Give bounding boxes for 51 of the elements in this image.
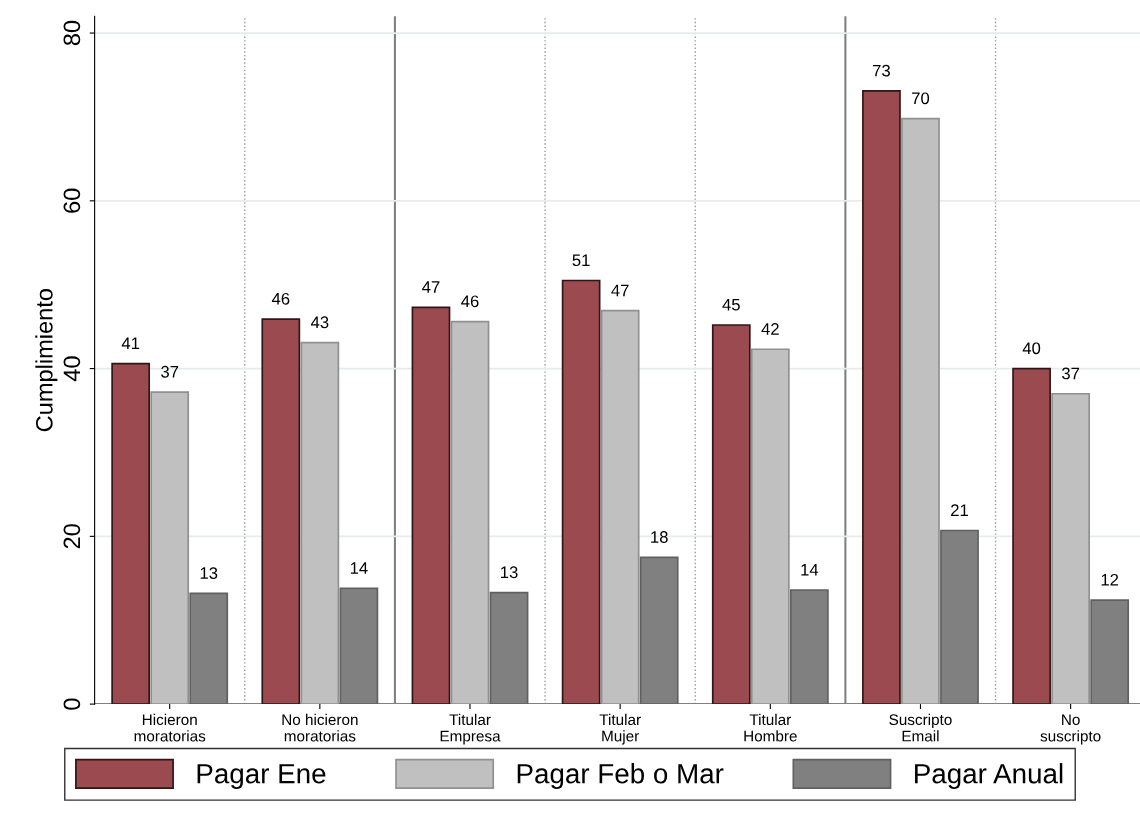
bar [411, 306, 451, 705]
legend-label: Pagar Anual [915, 763, 1063, 789]
y-tick-label: 80 [63, 20, 81, 46]
data-label: 70 [912, 92, 930, 105]
bar [600, 309, 640, 705]
y-tick-label: 0 [63, 698, 81, 710]
x-tick-label: Titular Empresa [440, 713, 501, 745]
y-tick-label: 20 [63, 524, 81, 549]
data-label: 73 [873, 64, 890, 77]
data-label: 37 [161, 365, 179, 378]
y-tick-label: 40 [63, 356, 81, 382]
data-label: 45 [722, 298, 740, 311]
x-tick-label: Titular Hombre [744, 713, 797, 742]
data-label: 47 [422, 281, 440, 293]
x-tick-label: Suscripto Email [889, 713, 952, 742]
bar [111, 362, 151, 705]
bar [261, 318, 301, 705]
x-tick-label: No hicieron moratorias [282, 713, 358, 742]
data-label: 12 [1101, 573, 1119, 586]
y-axis-title: Cumplimiento [35, 289, 58, 432]
data-label: 47 [611, 284, 629, 297]
bar [711, 324, 751, 705]
data-label: 46 [271, 292, 290, 305]
x-tick-label: Titular Mujer [599, 713, 641, 745]
data-label: 51 [572, 254, 590, 267]
bar [1012, 367, 1051, 705]
bar [150, 391, 190, 705]
bar [300, 341, 340, 705]
y-tick-label: 60 [63, 188, 81, 213]
x-tick-label: Hicieron moratorias [134, 713, 206, 742]
data-label: 41 [121, 337, 140, 349]
data-label: 43 [310, 316, 329, 329]
data-label: 40 [1022, 342, 1041, 355]
bar [750, 348, 790, 705]
bar [901, 117, 940, 705]
legend-label: Pagar Ene [197, 764, 326, 789]
bar [561, 279, 601, 705]
bar [862, 90, 901, 705]
data-label: 14 [801, 564, 819, 576]
data-label: 37 [1061, 367, 1080, 380]
data-label: 46 [461, 295, 479, 308]
bar [450, 320, 490, 705]
data-label: 14 [350, 562, 368, 574]
legend-label: Pagar Feb o Mar [517, 763, 724, 789]
data-label: 42 [761, 323, 779, 335]
data-label: 18 [651, 531, 668, 543]
data-label: 13 [200, 567, 218, 579]
data-label: 21 [951, 504, 968, 516]
data-label: 13 [501, 566, 518, 579]
bar [1051, 392, 1091, 705]
x-tick-label: No suscripto [1040, 714, 1101, 745]
